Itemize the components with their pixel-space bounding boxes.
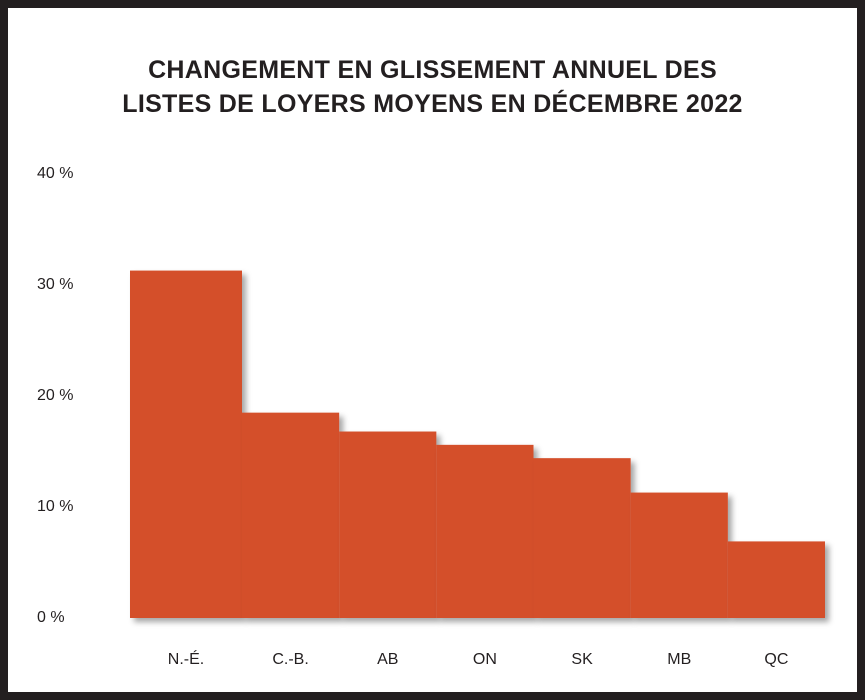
bar [339, 431, 437, 618]
x-tick-label: QC [764, 651, 788, 668]
bar [130, 270, 242, 618]
bar [630, 492, 728, 618]
chart-title: CHANGEMENT EN GLISSEMENT ANNUEL DES LIST… [122, 56, 743, 118]
x-tick-label: C.-B. [272, 651, 308, 668]
y-tick-label: 10 % [37, 498, 73, 515]
bar [533, 458, 631, 618]
x-tick-label: ON [473, 651, 497, 668]
y-tick-label: 40 % [37, 165, 73, 182]
y-tick-label: 30 % [37, 276, 73, 293]
x-tick-label: N.-É. [168, 649, 204, 668]
x-tick-label: SK [571, 651, 593, 668]
bar [436, 444, 534, 618]
x-tick-label: MB [667, 651, 691, 668]
y-tick-label: 0 % [37, 609, 65, 626]
y-tick-label: 20 % [37, 387, 73, 404]
x-tick-label: AB [377, 651, 398, 668]
bar [727, 541, 825, 618]
bar [242, 412, 340, 618]
